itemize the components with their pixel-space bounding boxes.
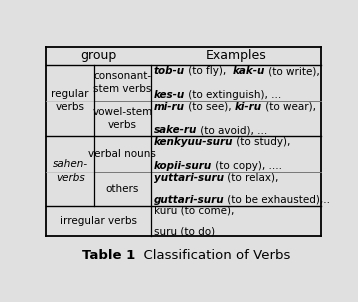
Text: tob-u: tob-u xyxy=(154,66,185,76)
Text: (to see),: (to see), xyxy=(185,102,235,112)
Text: ki-ru: ki-ru xyxy=(235,102,262,112)
Text: kes-u: kes-u xyxy=(154,90,185,100)
Text: sake-ru: sake-ru xyxy=(154,125,197,135)
Text: yuttari-suru: yuttari-suru xyxy=(154,173,224,183)
Text: consonant-
stem verbs: consonant- stem verbs xyxy=(93,71,151,95)
Text: (to write),: (to write), xyxy=(265,66,320,76)
Text: (to wear),: (to wear), xyxy=(262,102,316,112)
Text: suru (to do): suru (to do) xyxy=(154,226,215,236)
Text: (to extinguish), ...: (to extinguish), ... xyxy=(185,90,281,100)
Text: others: others xyxy=(106,184,139,194)
Text: guttari-suru: guttari-suru xyxy=(154,195,224,205)
Text: (to copy), ....: (to copy), .... xyxy=(212,161,282,171)
Text: kuru (to come),: kuru (to come), xyxy=(154,206,234,216)
Text: group: group xyxy=(80,49,116,63)
Text: kak-u: kak-u xyxy=(233,66,265,76)
Text: (to be exhausted),..: (to be exhausted),.. xyxy=(224,195,330,205)
Text: (to fly),: (to fly), xyxy=(185,66,233,76)
Text: mi-ru: mi-ru xyxy=(154,102,185,112)
Text: irregular verbs: irregular verbs xyxy=(60,216,137,226)
Text: vowel-stem
verbs: vowel-stem verbs xyxy=(92,107,153,130)
Text: Table 1: Table 1 xyxy=(45,249,98,262)
Text: (to study),: (to study), xyxy=(233,137,291,147)
Text: kenkyuu-suru: kenkyuu-suru xyxy=(154,137,233,147)
Text: Table 1: Table 1 xyxy=(82,249,135,262)
Text: regular
verbs: regular verbs xyxy=(52,89,89,112)
Text: verbal nouns: verbal nouns xyxy=(88,149,156,159)
Text: Table 1  Classification of Verbs: Table 1 Classification of Verbs xyxy=(82,249,285,262)
Text: (to avoid), ...: (to avoid), ... xyxy=(197,125,267,135)
Text: Examples: Examples xyxy=(205,49,266,63)
Text: Classification of Verbs: Classification of Verbs xyxy=(135,249,291,262)
Text: sahen-
verbs: sahen- verbs xyxy=(53,159,88,183)
Text: kopii-suru: kopii-suru xyxy=(154,161,212,171)
Text: (to relax),: (to relax), xyxy=(224,173,278,183)
